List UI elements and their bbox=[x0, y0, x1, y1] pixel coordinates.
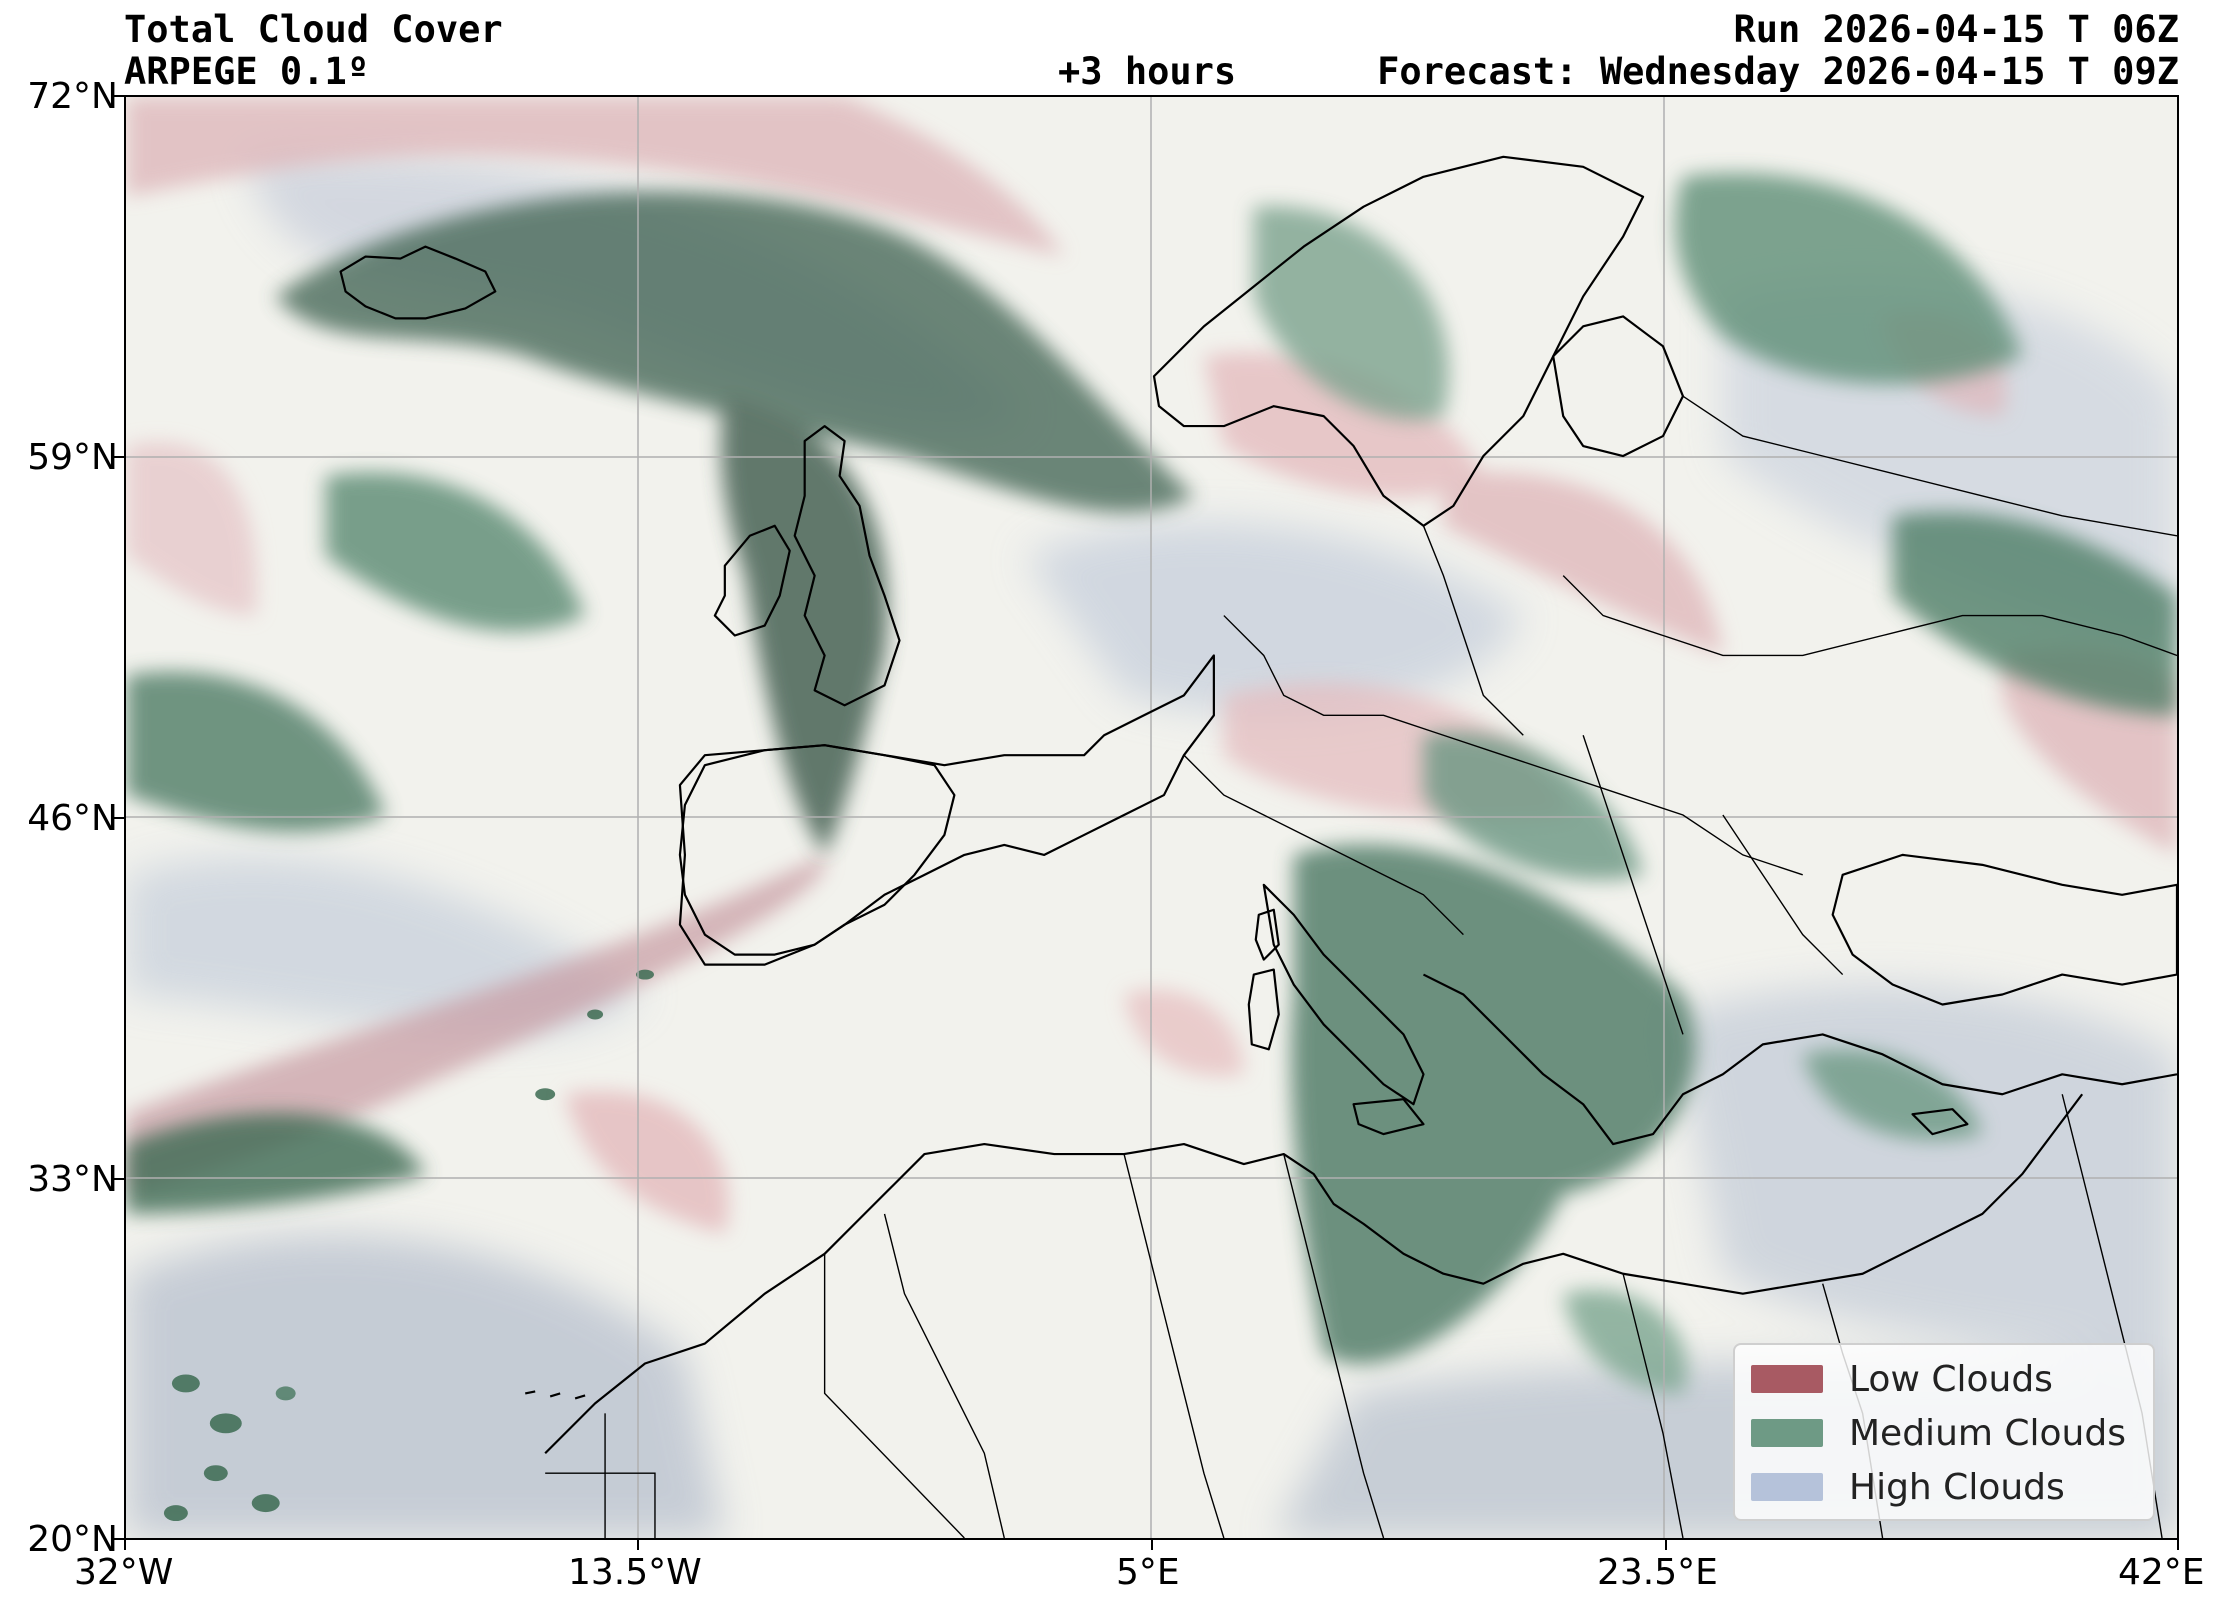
britain-coast bbox=[793, 424, 901, 707]
lon-label-23.5e: 23.5°E bbox=[1597, 1552, 1718, 1593]
iceland-coast bbox=[339, 245, 497, 320]
sardinia-coast bbox=[1247, 968, 1280, 1051]
high-clouds-swatch bbox=[1751, 1473, 1823, 1501]
north-africa-coast bbox=[544, 1093, 2084, 1455]
lon-label-5e: 5°E bbox=[1116, 1552, 1180, 1593]
map-panel bbox=[124, 95, 2179, 1540]
tick-20n bbox=[114, 1538, 124, 1540]
corsica-coast bbox=[1254, 908, 1280, 961]
iberia-coast bbox=[678, 744, 956, 956]
tick-5e bbox=[1151, 1540, 1153, 1550]
lon-label-13.5w: 13.5°W bbox=[568, 1552, 702, 1593]
lat-label-72n: 72°N bbox=[27, 76, 118, 117]
tick-13.5w bbox=[637, 1540, 639, 1550]
italy-coast bbox=[1262, 883, 1425, 1106]
canary-islands bbox=[525, 1390, 586, 1400]
europe-west-coast bbox=[678, 654, 1215, 966]
tick-72n bbox=[114, 95, 124, 97]
balkans-coast bbox=[1422, 973, 2177, 1146]
tick-42e bbox=[2177, 1540, 2179, 1550]
cyprus-coast bbox=[1911, 1108, 1969, 1136]
convective-cells bbox=[163, 969, 654, 1522]
lat-label-59n: 59°N bbox=[27, 437, 118, 478]
cloud-cover-map bbox=[126, 97, 2177, 1538]
finland-coast bbox=[1552, 315, 1685, 458]
lon-label-42e: 42°E bbox=[2118, 1552, 2205, 1593]
tick-23.5e bbox=[1665, 1540, 1667, 1550]
run-label: Run 2026-04-15 T 06Z bbox=[1733, 8, 2179, 51]
coastlines bbox=[339, 155, 2177, 1455]
tick-32w bbox=[124, 1540, 126, 1550]
legend-label-low: Low Clouds bbox=[1849, 1358, 2053, 1400]
lat-label-20n: 20°N bbox=[27, 1519, 118, 1560]
tick-59n bbox=[114, 456, 124, 458]
medium-clouds-swatch bbox=[1751, 1419, 1823, 1447]
forecast-label: Forecast: Wednesday 2026-04-15 T 09Z bbox=[1377, 50, 2179, 93]
model-label: ARPEGE 0.1º bbox=[124, 50, 370, 93]
black-sea-coast bbox=[1831, 853, 2177, 1006]
medium-cloud-layer bbox=[126, 173, 2177, 1394]
ireland-coast bbox=[713, 524, 791, 637]
lat-label-33n: 33°N bbox=[27, 1159, 118, 1200]
scandinavia-coast bbox=[1152, 155, 1645, 527]
sicily-coast bbox=[1352, 1098, 1425, 1136]
map-title: Total Cloud Cover bbox=[124, 8, 503, 51]
legend-label-high: High Clouds bbox=[1849, 1466, 2065, 1508]
tick-46n bbox=[114, 817, 124, 819]
lon-label-32w: 32°W bbox=[74, 1552, 174, 1593]
legend-item-medium: Medium Clouds bbox=[1751, 1411, 2126, 1455]
legend-item-high: High Clouds bbox=[1751, 1465, 2065, 1509]
legend-item-low: Low Clouds bbox=[1751, 1357, 2053, 1401]
graticule bbox=[126, 97, 2177, 1538]
legend: Low Clouds Medium Clouds High Clouds bbox=[1733, 1343, 2155, 1521]
legend-label-medium: Medium Clouds bbox=[1849, 1412, 2126, 1454]
lat-label-46n: 46°N bbox=[27, 798, 118, 839]
low-clouds-swatch bbox=[1751, 1365, 1823, 1393]
tick-33n bbox=[114, 1178, 124, 1180]
lead-time-label: +3 hours bbox=[1058, 50, 1237, 93]
